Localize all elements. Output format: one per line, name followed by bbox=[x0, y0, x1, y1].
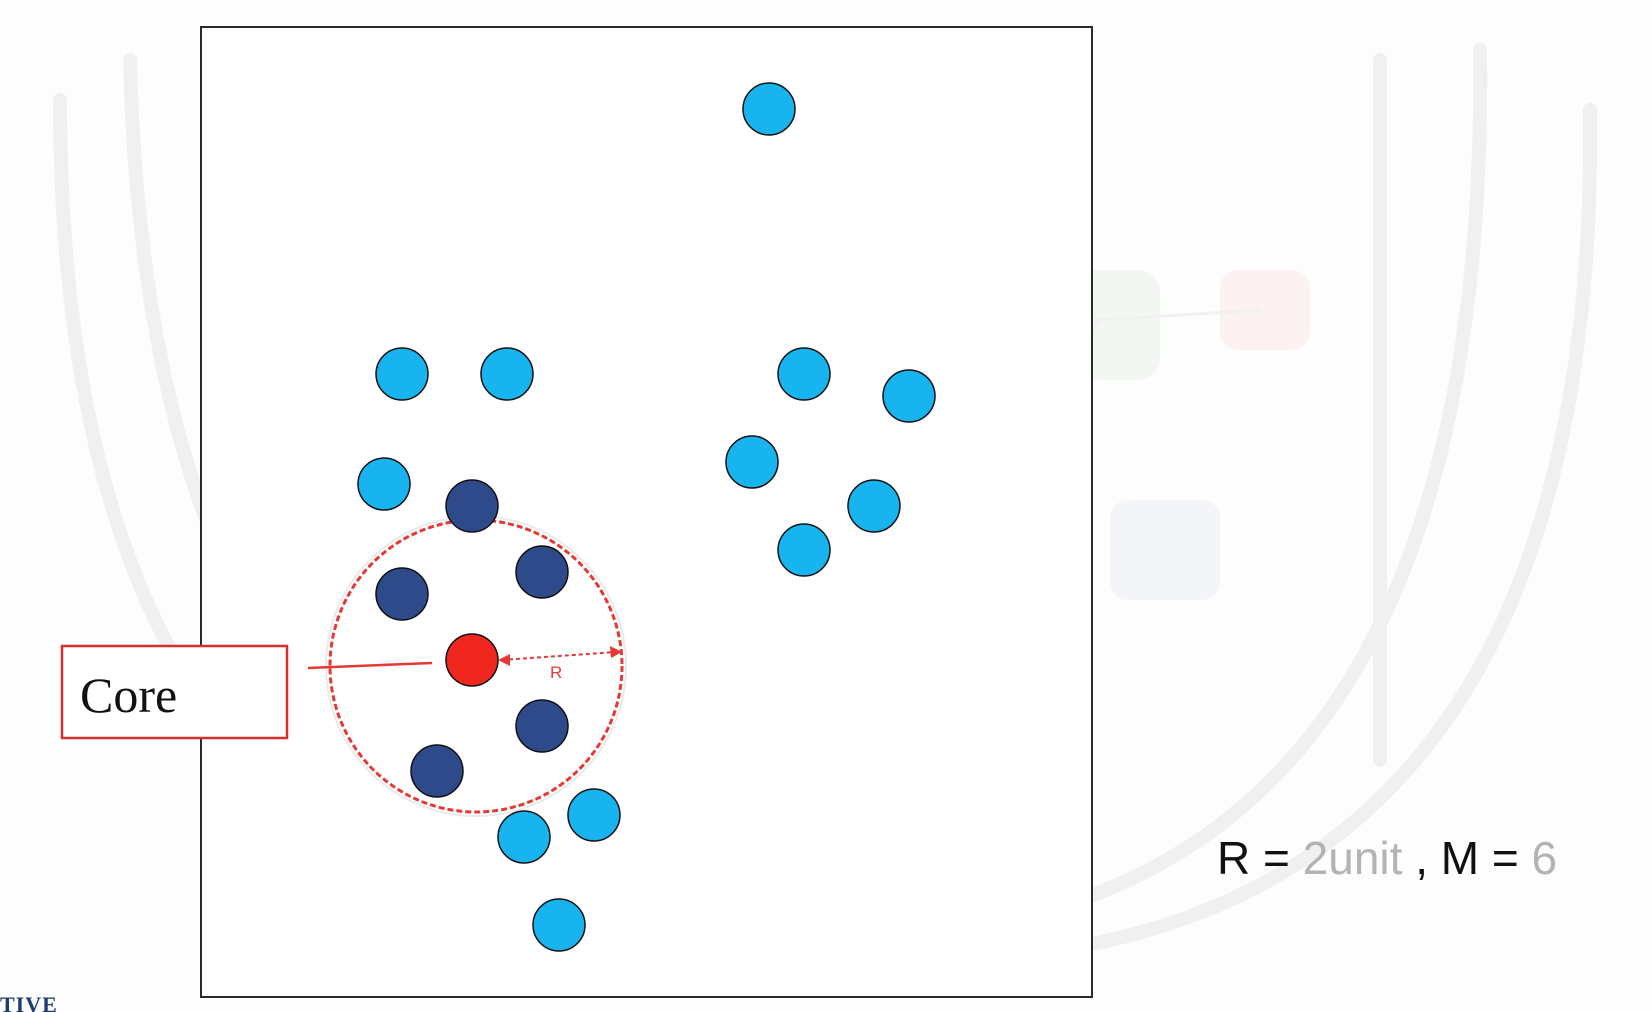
neighbor-point bbox=[445, 479, 499, 533]
data-point bbox=[742, 82, 796, 136]
data-point bbox=[357, 457, 411, 511]
data-point bbox=[725, 435, 779, 489]
radius-label: R bbox=[550, 663, 562, 682]
neighbor-point bbox=[515, 545, 569, 599]
data-point bbox=[777, 347, 831, 401]
data-point bbox=[375, 347, 429, 401]
data-point bbox=[532, 898, 586, 952]
neighbor-point bbox=[375, 567, 429, 621]
plot-frame bbox=[200, 26, 1093, 998]
data-point bbox=[847, 479, 901, 533]
data-point bbox=[567, 788, 621, 842]
minpts-param-value: 6 bbox=[1531, 832, 1558, 884]
equals-sign: = bbox=[1491, 832, 1519, 884]
neighbor-points bbox=[375, 479, 569, 798]
core-callout-line bbox=[307, 661, 433, 670]
core-callout-box bbox=[60, 644, 289, 740]
neighbor-point bbox=[410, 744, 464, 798]
equals-sign: = bbox=[1263, 832, 1290, 884]
data-point bbox=[480, 347, 534, 401]
neighbor-point bbox=[515, 699, 569, 753]
radius-arrow bbox=[498, 646, 622, 666]
data-point bbox=[497, 810, 551, 864]
core-point bbox=[445, 633, 499, 687]
radius-param-value: 2unit bbox=[1302, 832, 1403, 884]
parameters-label: R = 2unit , M = 6 bbox=[1217, 835, 1557, 881]
radius-param-name: R bbox=[1217, 832, 1251, 884]
core-callout-label: Core bbox=[80, 667, 177, 723]
param-separator: , bbox=[1415, 832, 1428, 884]
data-point bbox=[882, 369, 936, 423]
brand-logo-fragment: TIVE bbox=[0, 992, 58, 1012]
data-point bbox=[777, 523, 831, 577]
data-points bbox=[357, 82, 936, 952]
minpts-param-name: M bbox=[1440, 832, 1480, 884]
